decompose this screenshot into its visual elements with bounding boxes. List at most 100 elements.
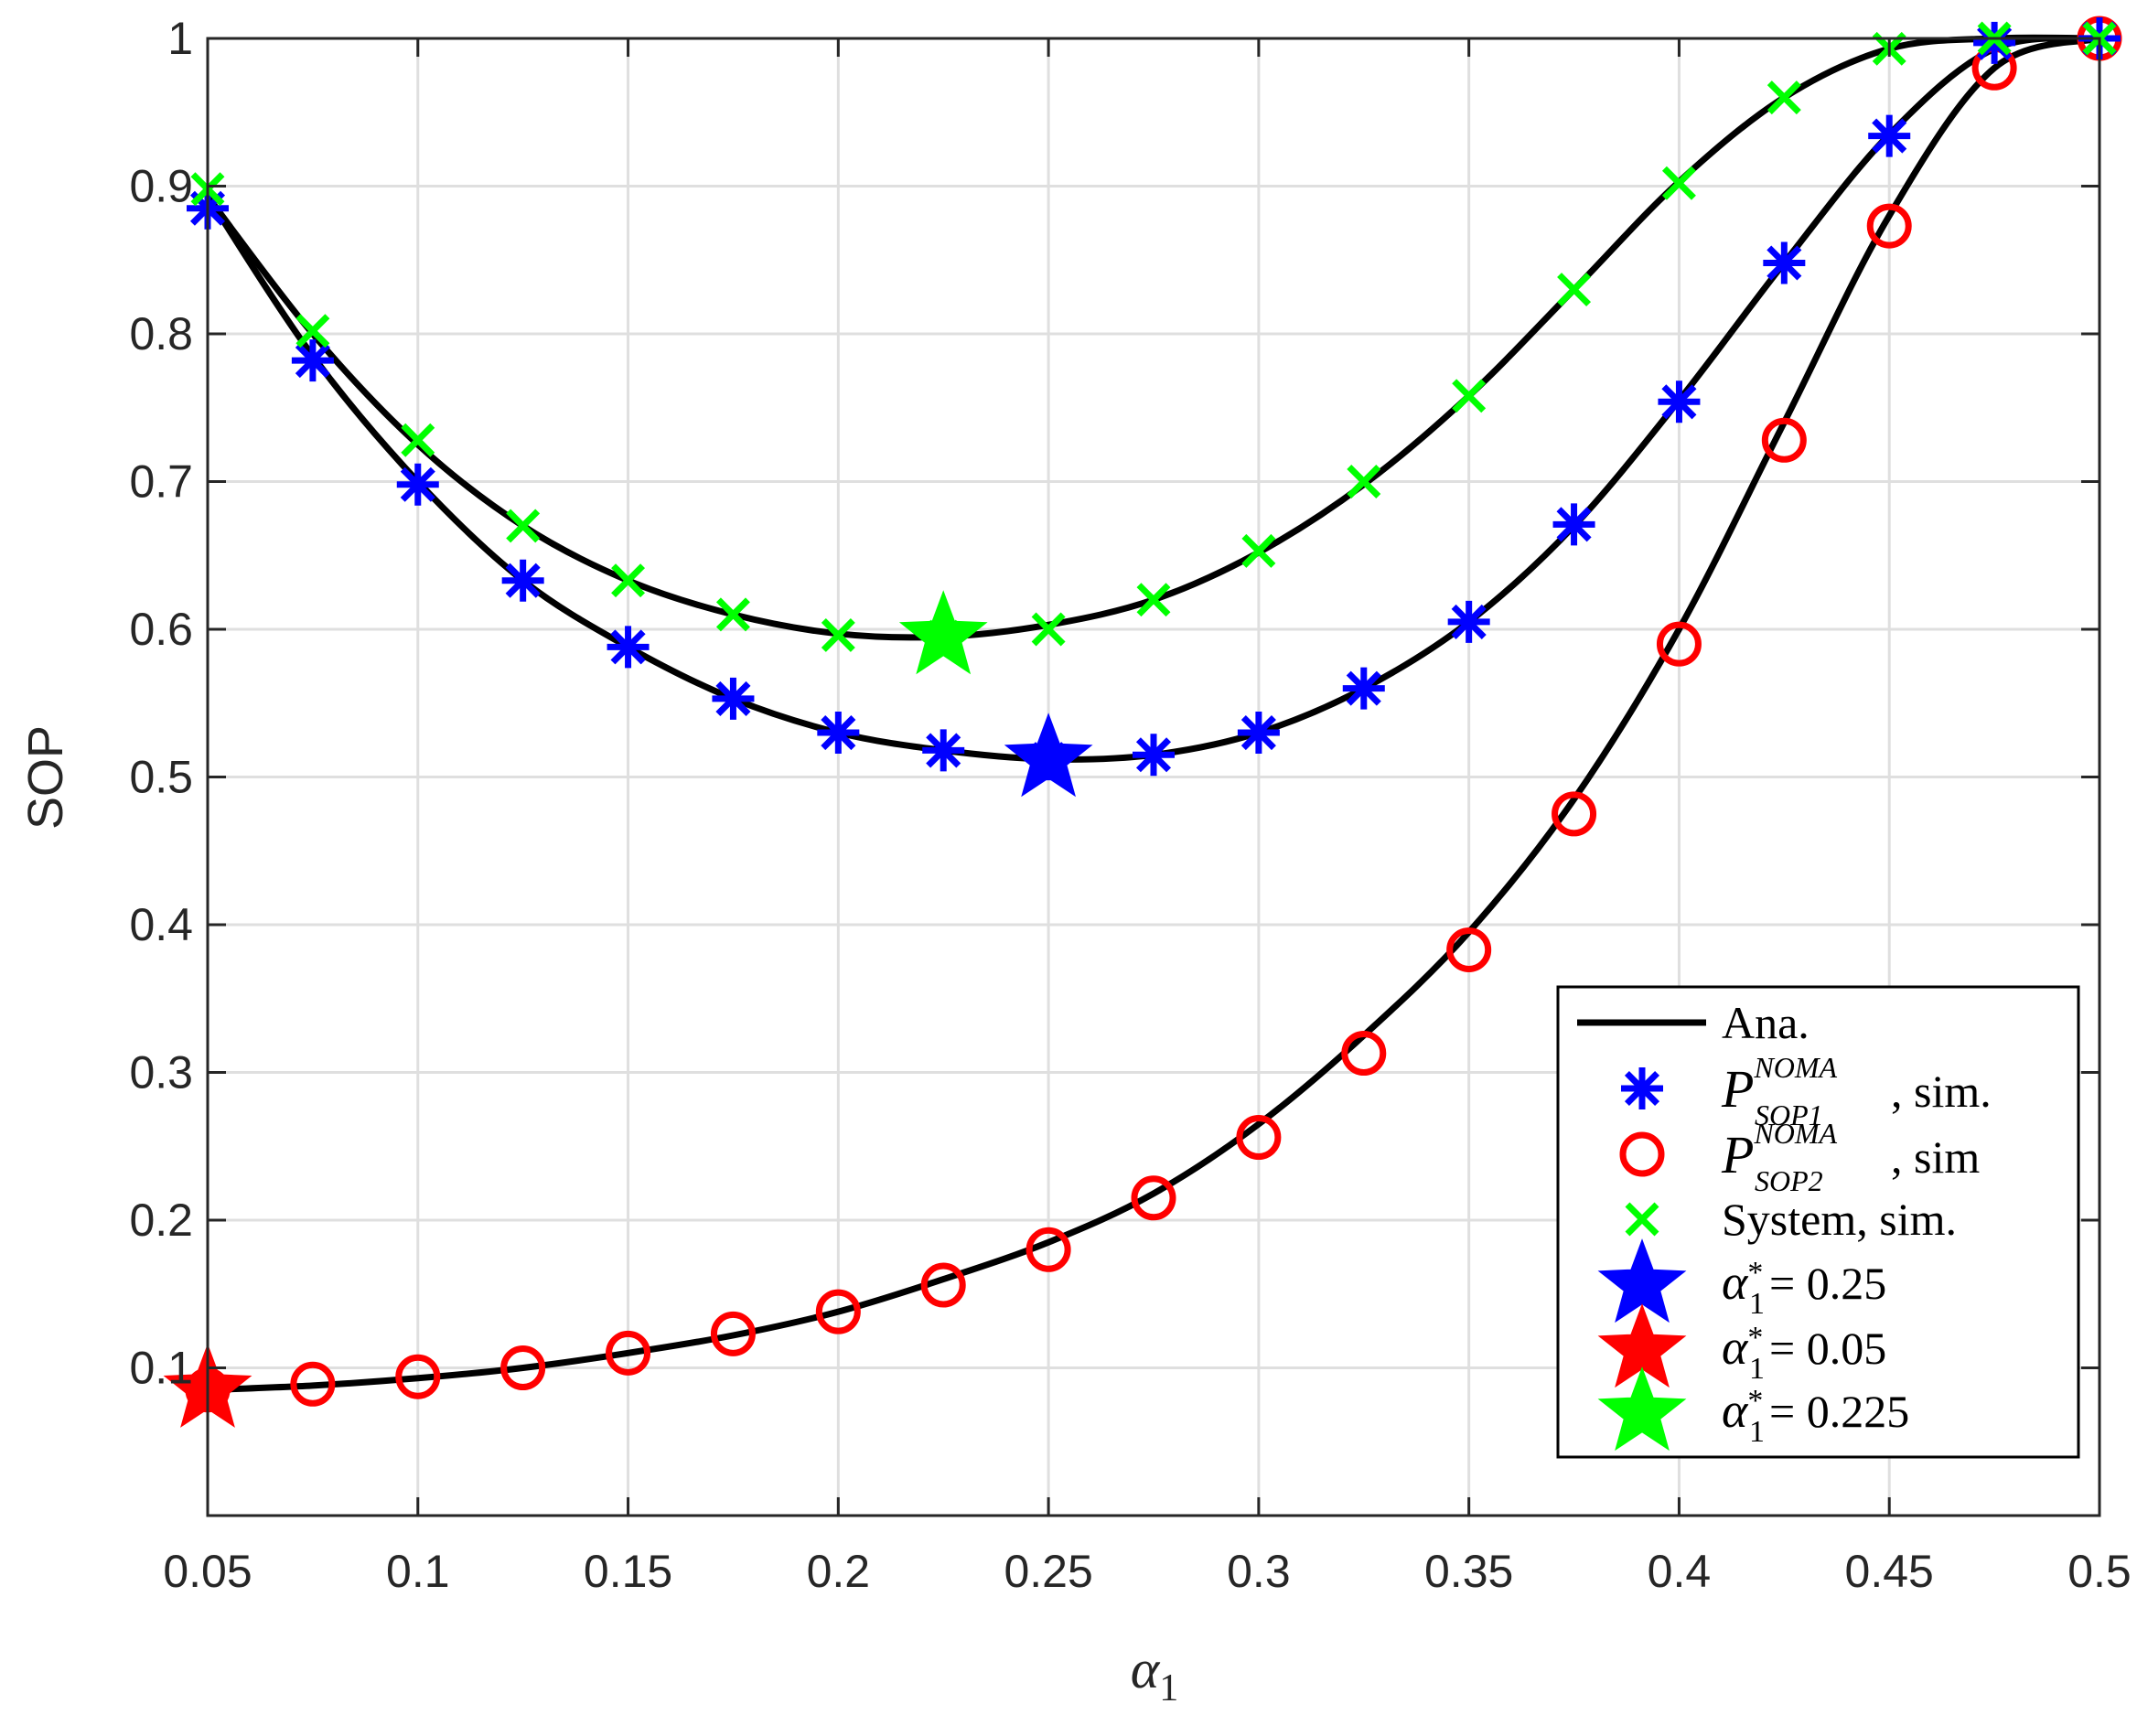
legend-label-subscript: 1 xyxy=(1749,1287,1765,1321)
asterisk-stroke xyxy=(505,563,541,598)
x-tick-label: 0.4 xyxy=(1648,1546,1712,1597)
sop2-sim-marker xyxy=(815,1289,861,1334)
sop2-sim-marker xyxy=(920,1262,966,1308)
system-sim-marker xyxy=(1452,379,1487,413)
sop1-sim-marker xyxy=(607,626,650,669)
x-tick-label: 0.45 xyxy=(1845,1546,1934,1597)
x-tick-label: 0.2 xyxy=(807,1546,871,1597)
system-sim-marker xyxy=(401,423,435,457)
x-tick-label: 0.25 xyxy=(1004,1546,1092,1597)
x-stroke xyxy=(1625,1202,1659,1237)
asterisk-stroke xyxy=(295,343,330,379)
y-tick-label: 0.5 xyxy=(129,752,193,803)
asterisk-stroke xyxy=(926,733,961,768)
legend-label-optimum: α* 1 = 0.225 xyxy=(1722,1383,1909,1449)
legend-label-value: = 0.225 xyxy=(1769,1386,1909,1437)
legend-label-star: * xyxy=(1747,1384,1763,1418)
x-axis-label: α1 xyxy=(1131,1639,1179,1709)
asterisk-stroke xyxy=(1661,384,1697,420)
asterisk-stroke xyxy=(610,629,646,665)
sop1-sim-marker xyxy=(712,677,755,720)
legend-label-alpha: α xyxy=(1722,1320,1749,1375)
x-stroke xyxy=(1031,612,1066,647)
x-stroke xyxy=(1452,379,1487,413)
x-axis-label-subscript: 1 xyxy=(1159,1667,1178,1709)
sop2-sim-marker xyxy=(1236,1115,1282,1161)
sop1-sim-marker xyxy=(817,712,860,755)
optimum-star-0 xyxy=(1004,713,1093,798)
sop2-sim-marker xyxy=(1131,1175,1176,1221)
legend-label-superscript: NOMA xyxy=(1753,1117,1837,1150)
asterisk-stroke xyxy=(400,466,435,502)
simulation-markers xyxy=(185,16,2122,1413)
y-tick-label: 0.1 xyxy=(129,1343,193,1394)
sop2-sim-marker xyxy=(710,1311,756,1356)
x-stroke xyxy=(295,314,330,348)
y-tick-label: 0.8 xyxy=(129,308,193,359)
sop1-sim-marker xyxy=(1868,114,1911,157)
x-stroke xyxy=(1241,533,1276,568)
legend-label-alpha: α xyxy=(1722,1255,1749,1310)
legend-label-superscript: NOMA xyxy=(1753,1051,1837,1084)
system-sim-marker xyxy=(1031,612,1066,647)
sop1-sim-marker xyxy=(1658,380,1701,423)
x-stroke xyxy=(1661,166,1696,200)
sop2-sim-marker xyxy=(1656,621,1702,667)
legend-label-alpha: α xyxy=(1722,1383,1749,1438)
asterisk-stroke xyxy=(1767,245,1802,281)
x-stroke xyxy=(1136,583,1171,617)
sop2-sim-marker xyxy=(606,1330,651,1376)
x-stroke xyxy=(821,617,855,652)
y-tick-label: 0.3 xyxy=(129,1047,193,1098)
y-tick-label: 1 xyxy=(167,13,193,64)
system-sim-marker xyxy=(295,314,330,348)
system-sim-marker xyxy=(821,617,855,652)
legend-label-star: * xyxy=(1747,1256,1763,1290)
legend-label-subscript: 1 xyxy=(1749,1352,1765,1386)
sop1-sim-marker xyxy=(291,339,334,382)
x-tick-label: 0.05 xyxy=(163,1546,252,1597)
system-sim-marker xyxy=(1557,273,1592,307)
sop1-sim-marker xyxy=(1552,503,1595,546)
sop2-sim-marker xyxy=(1446,927,1492,972)
legend-asterisk-marker xyxy=(1621,1067,1663,1109)
sop2-sim-marker xyxy=(1341,1031,1387,1077)
y-tick-label: 0.9 xyxy=(129,161,193,212)
legend: Ana.PNOMA SOP1, sim.PNOMA SOP2, simSystem,… xyxy=(1556,985,2080,1459)
axis-ticks: 0.05 0.1 0.15 0.2 0.25 0.3 0.35 0.4 0.45 0.5 0.1 0.… xyxy=(129,13,2131,1597)
asterisk-stroke xyxy=(1346,670,1381,706)
analytical-curve-sop2 xyxy=(207,35,2100,1394)
sop1-sim-marker xyxy=(501,559,544,602)
legend-label-base: P xyxy=(1721,1125,1754,1184)
legend-label-subscript: SOP2 xyxy=(1755,1164,1823,1197)
x-stroke xyxy=(506,509,541,543)
x-tick-label: 0.5 xyxy=(2067,1546,2132,1597)
legend-label-optimum: α* 1 = 0.25 xyxy=(1722,1255,1886,1321)
sop2-sim-marker xyxy=(500,1345,546,1390)
y-axis-label: SOP xyxy=(18,725,73,830)
legend-label-suffix: , sim xyxy=(1891,1131,1980,1183)
legend-label-suffix: , sim. xyxy=(1891,1066,1992,1117)
x-stroke xyxy=(715,597,750,632)
x-stroke xyxy=(1767,80,1801,115)
legend-star-marker xyxy=(1597,1366,1687,1452)
asterisk-stroke xyxy=(821,715,856,751)
legend-label-value: = 0.05 xyxy=(1769,1323,1886,1374)
system-sim-marker xyxy=(715,597,750,632)
system-sim-marker xyxy=(1347,465,1381,498)
asterisk-stroke xyxy=(1872,118,1907,154)
sop1-sim-marker xyxy=(1133,734,1175,777)
x-stroke xyxy=(1557,273,1592,307)
asterisk-stroke xyxy=(715,680,751,716)
sop2-sim-marker xyxy=(1026,1227,1071,1272)
sop1-sim-marker xyxy=(1763,241,1806,284)
sop2-sim-marker xyxy=(395,1354,441,1399)
x-tick-label: 0.3 xyxy=(1227,1546,1291,1597)
legend-label-base: P xyxy=(1721,1059,1754,1119)
sop2-sim-marker xyxy=(1866,203,1912,249)
legend-label-ana: Ana. xyxy=(1722,997,1809,1048)
x-stroke xyxy=(1347,465,1381,498)
sop1-sim-marker xyxy=(1237,712,1280,755)
asterisk-stroke xyxy=(1135,737,1172,773)
asterisk-stroke xyxy=(1624,1070,1660,1107)
